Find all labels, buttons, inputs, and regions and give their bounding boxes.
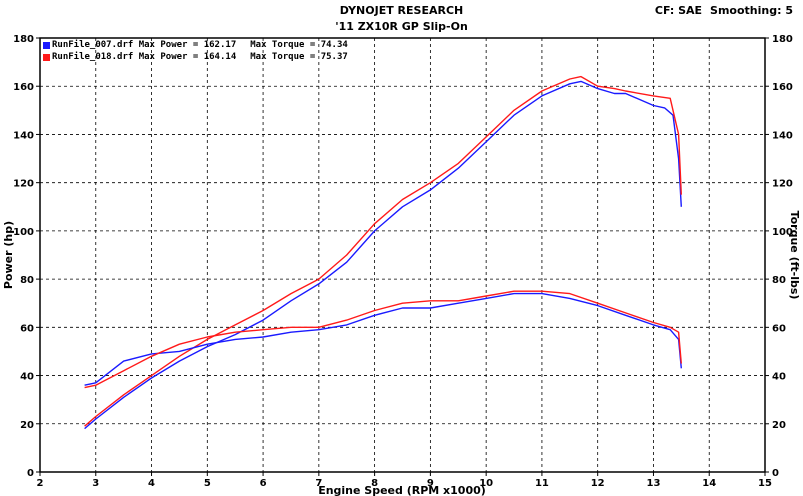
x-tick-label: 6: [260, 478, 267, 489]
x-tick-label: 2: [37, 478, 44, 489]
x-tick-label: 9: [427, 478, 434, 489]
y-tick-label: 60: [20, 323, 34, 334]
x-tick-label: 15: [758, 478, 772, 489]
x-tick-label: 11: [535, 478, 549, 489]
y-tick-label: 120: [13, 179, 34, 190]
series-line-torque: [84, 290, 682, 389]
legend-file: RunFile_018.drf: [52, 52, 134, 62]
y2-tick-label: 120: [772, 179, 793, 190]
legend-entry: RunFile_018.drf Max Power = 164.14 Max T…: [43, 51, 348, 63]
x-axis-label: Engine Speed (RPM x1000): [318, 484, 486, 496]
legend: RunFile_007.drf Max Power = 162.17 Max T…: [43, 39, 348, 63]
y2-tick-label: 180: [772, 34, 793, 45]
series-line-torque: [84, 292, 682, 386]
legend-swatch-blue: [43, 41, 50, 49]
x-tick-label: 12: [591, 478, 605, 489]
legend-file: RunFile_007.drf: [52, 40, 134, 50]
y2-tick-label: 20: [772, 420, 786, 431]
series-lines: [84, 75, 682, 430]
legend-power: Max Power = 164.14: [138, 52, 237, 62]
correction-info: CF: SAE Smoothing: 5: [647, 4, 793, 17]
y2-axis-label: Torque (ft-lbs): [788, 211, 801, 300]
y2-axis-ticks: 0 20 40 60 80 100 120 140 160 180: [765, 34, 793, 479]
legend-power: Max Power = 162.17: [138, 40, 237, 50]
x-tick-label: 5: [204, 478, 211, 489]
y-axis-ticks: 0 20 40 60 80 100 120 140 160 180: [13, 34, 40, 479]
y-tick-label: 180: [13, 34, 34, 45]
series-line-power: [84, 75, 682, 427]
chart-subtitle: '11 ZX10R GP Slip-On: [335, 20, 468, 33]
y-tick-label: 160: [13, 82, 34, 93]
y-tick-label: 20: [20, 420, 34, 431]
y-tick-label: 80: [20, 275, 34, 286]
y2-tick-label: 60: [772, 323, 786, 334]
x-tick-label: 7: [315, 478, 322, 489]
grid: [40, 38, 765, 472]
y2-tick-label: 80: [772, 275, 786, 286]
legend-swatch-red: [43, 53, 50, 61]
x-tick-label: 8: [371, 478, 378, 489]
y-tick-label: 40: [20, 372, 34, 383]
x-tick-label: 3: [92, 478, 99, 489]
chart-title: DYNOJET RESEARCH: [339, 4, 464, 17]
y-tick-label: 140: [13, 130, 34, 141]
y2-tick-label: 160: [772, 82, 793, 93]
cf-label: CF: SAE: [654, 4, 703, 17]
smoothing-label: Smoothing: 5: [710, 4, 793, 17]
y-axis-label: Power (hp): [2, 221, 15, 289]
y-tick-label: 100: [13, 227, 34, 238]
legend-torque: Max Torque = 75.37: [250, 52, 348, 62]
x-tick-label: 14: [702, 478, 716, 489]
y-tick-label: 0: [27, 468, 34, 479]
y2-tick-label: 140: [772, 130, 793, 141]
x-axis-ticks: 2 3 4 5 6 7 8 9 10 11 12 13 14 15: [37, 472, 772, 489]
x-tick-label: 13: [647, 478, 661, 489]
series-line-power: [84, 80, 682, 430]
plot-frame: [39, 37, 766, 473]
x-tick-label: 4: [148, 478, 155, 489]
legend-entry: RunFile_007.drf Max Power = 162.17 Max T…: [43, 39, 348, 51]
y2-tick-label: 100: [772, 227, 793, 238]
legend-torque: Max Torque = 74.34: [250, 40, 348, 50]
x-tick-label: 10: [479, 478, 493, 489]
y2-tick-label: 40: [772, 372, 786, 383]
y2-tick-label: 0: [772, 468, 779, 479]
